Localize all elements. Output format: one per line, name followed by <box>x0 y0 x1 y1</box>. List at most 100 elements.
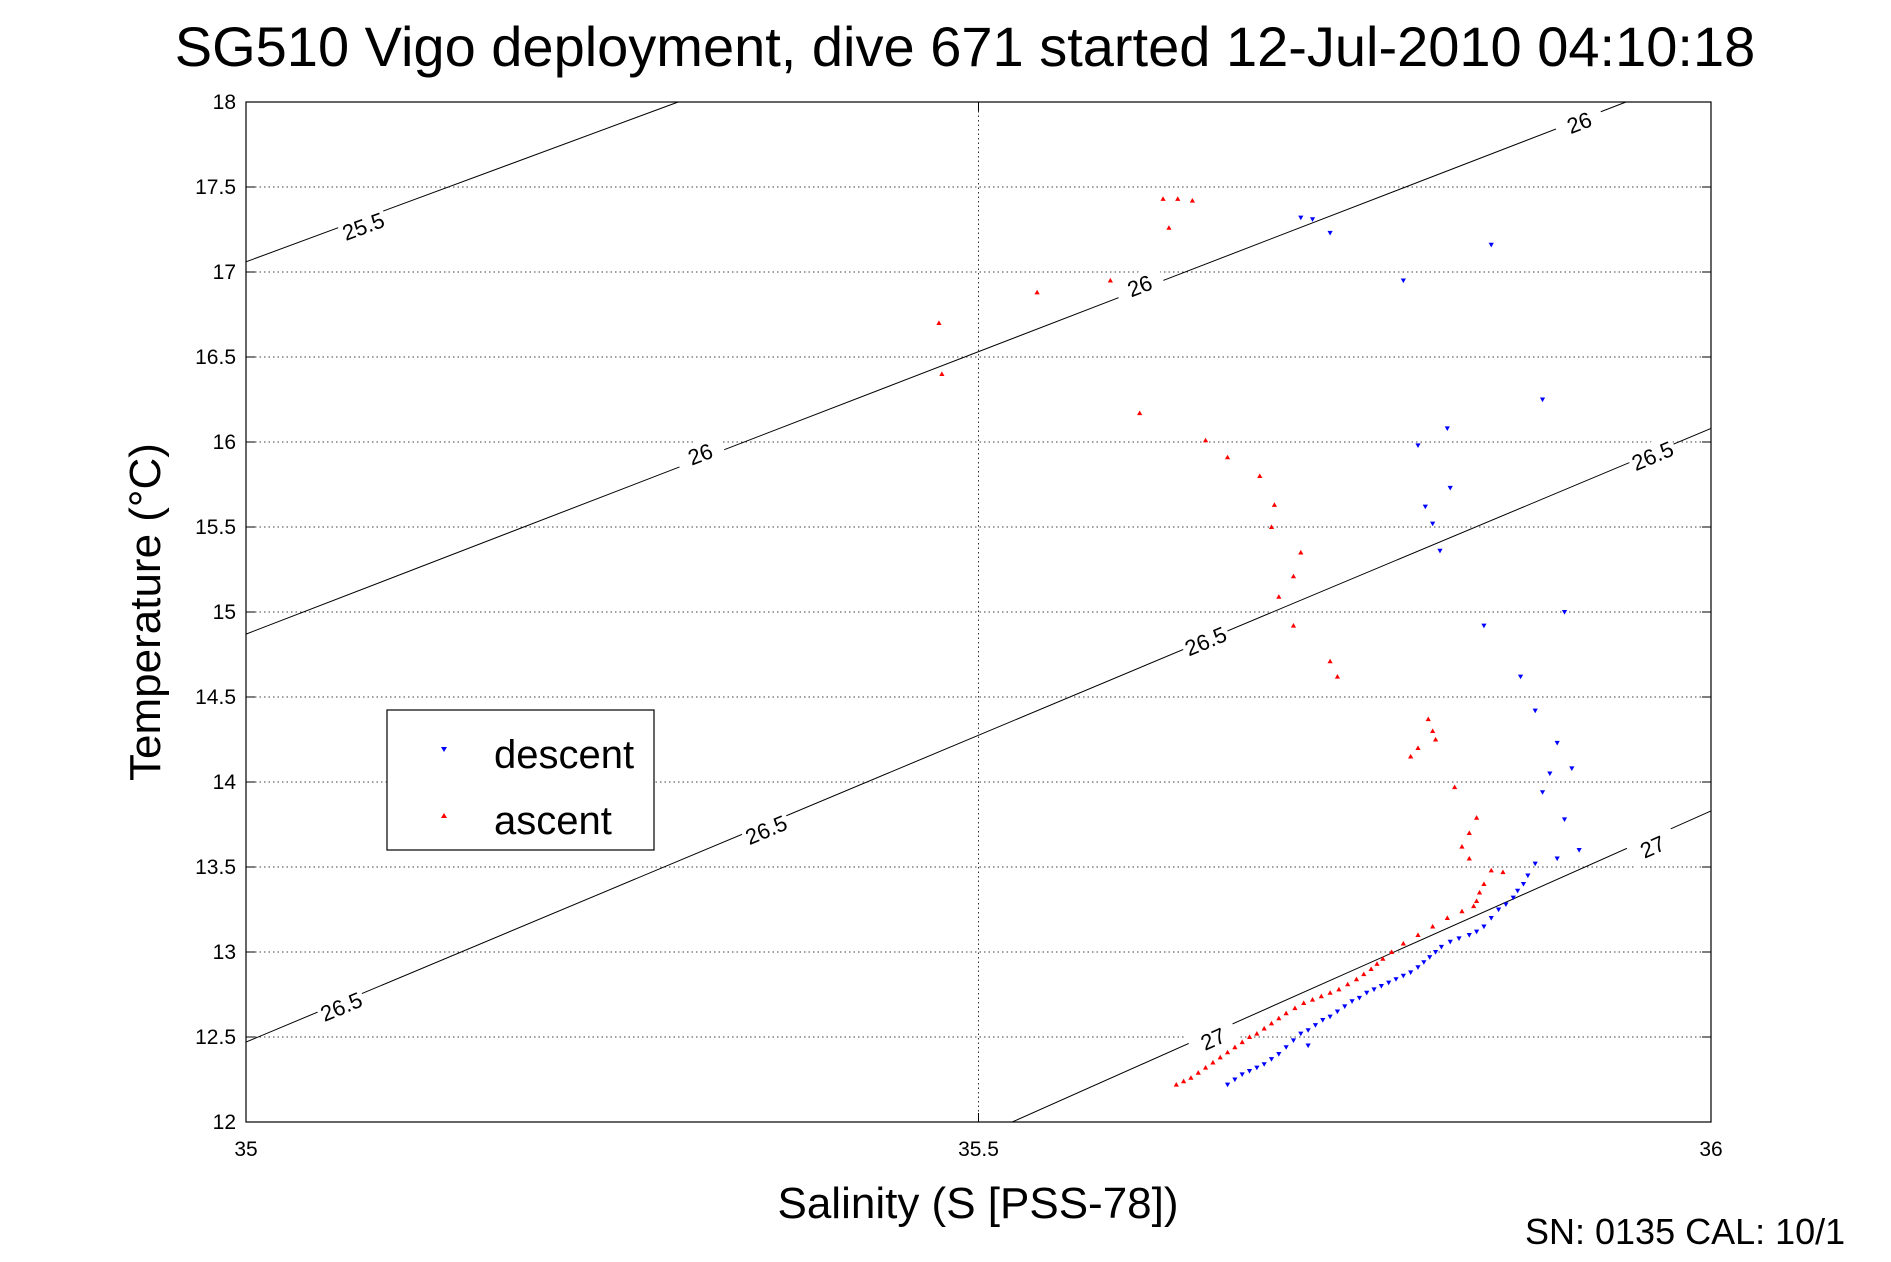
descent-point <box>1532 861 1538 867</box>
descent-point <box>1364 990 1370 996</box>
ascent-point <box>1476 889 1483 895</box>
ascent-point <box>1500 869 1506 875</box>
descent-point <box>1378 984 1384 989</box>
descent-point <box>1408 970 1414 975</box>
descent-point <box>1576 848 1582 853</box>
contour-label-background <box>1112 264 1167 307</box>
ascent-point <box>1188 1075 1194 1080</box>
descent-point <box>1466 933 1472 938</box>
descent-point <box>1488 242 1494 248</box>
descent-point <box>1515 888 1521 894</box>
ascent-point <box>1361 971 1367 977</box>
descent-point <box>1422 504 1428 510</box>
ascent-point <box>1327 658 1333 664</box>
legend-box <box>386 709 655 851</box>
ascent-point <box>1254 1031 1260 1036</box>
descent-point <box>1386 980 1392 986</box>
descent-point <box>1421 960 1427 965</box>
descent-point <box>1481 924 1487 930</box>
y-tick-label: 17 <box>213 261 236 284</box>
ascent-point <box>1471 903 1477 909</box>
x-tick-label: 36 <box>1699 1138 1722 1161</box>
descent-point <box>1561 817 1568 822</box>
descent-point <box>1312 1023 1319 1028</box>
ascent-point <box>1261 1025 1267 1031</box>
descent-point <box>1298 215 1304 221</box>
ascent-point <box>1400 940 1406 946</box>
descent-point <box>1261 1062 1267 1067</box>
contour-label: 26.5 <box>1181 622 1230 662</box>
ascent-point <box>1195 1070 1201 1075</box>
ascent-point <box>1432 736 1439 742</box>
contour-label-background <box>1185 1017 1241 1061</box>
contour-line-26-5 <box>245 427 1712 1043</box>
legend-ascent-label: ascent <box>494 799 612 843</box>
ascent-point <box>1430 923 1436 929</box>
footer-serial-calibration: SN: 0135 CAL: 10/1 <box>1525 1211 1845 1252</box>
ascent-point <box>1327 990 1333 995</box>
descent-point <box>1539 397 1546 403</box>
grid <box>246 102 1711 1122</box>
x-axis-label: Salinity (S [PSS-78]) <box>777 1179 1178 1228</box>
ascent-point <box>1408 753 1414 759</box>
descent-point <box>1427 955 1433 960</box>
descent-point <box>1334 1009 1341 1015</box>
descent-point <box>1327 230 1333 236</box>
ascent-point <box>1459 844 1465 849</box>
descent-point <box>1327 1014 1333 1020</box>
axis-ticks: 12 12.5 13 13.5 14 14.5 15 15.5 16 16.5 17 17.5 18 35… <box>195 91 1723 1161</box>
descent-point <box>1532 708 1538 714</box>
ascent-point <box>1160 196 1166 201</box>
ascent-point <box>1175 196 1181 201</box>
descent-point <box>1438 944 1445 950</box>
ascent-point <box>1466 855 1472 861</box>
y-tick-label: 12 <box>213 1111 236 1134</box>
x-tick-label: 35 <box>234 1138 257 1161</box>
y-tick-label: 13.5 <box>195 856 236 879</box>
y-tick-label: 13 <box>213 941 236 964</box>
y-tick-label: 16.5 <box>195 346 236 369</box>
descent-point <box>1430 521 1436 527</box>
contour-label-background <box>738 808 794 851</box>
descent-point <box>1481 623 1487 629</box>
ascent-point <box>1232 1044 1238 1050</box>
ascent-point <box>939 371 945 376</box>
descent-point <box>1447 485 1453 491</box>
ascent-point <box>1224 1049 1231 1055</box>
ascent-point <box>1430 728 1436 733</box>
ascent-point <box>1298 549 1304 555</box>
descent-point <box>1224 1082 1231 1088</box>
contour-label-background <box>336 205 391 247</box>
descent-point <box>1268 1057 1275 1062</box>
ascent-point <box>1374 961 1380 966</box>
ascent-point <box>1301 1000 1307 1005</box>
ascent-point <box>1474 815 1480 820</box>
contour-label: 26.5 <box>1628 436 1677 476</box>
contour-label: 26.5 <box>317 987 366 1027</box>
ascent-point <box>1459 908 1465 914</box>
ascent-point <box>1452 784 1458 790</box>
descent-point <box>1437 548 1443 554</box>
descent-point <box>1309 217 1316 222</box>
contour-label-background <box>673 433 728 475</box>
descent-point <box>1539 790 1546 795</box>
ascent-point <box>1336 986 1342 992</box>
ascent-point <box>1353 976 1360 982</box>
descent-point <box>1320 1018 1326 1023</box>
descent-point <box>1517 674 1524 680</box>
descent-point <box>1239 1072 1245 1077</box>
ascent-point <box>1224 454 1231 460</box>
y-axis-label: Temperature (°C) <box>121 443 170 781</box>
contour-line-26 <box>245 101 1627 635</box>
descent-point <box>1400 278 1406 284</box>
descent-point <box>1400 973 1406 979</box>
y-tick-label: 16 <box>213 431 236 454</box>
ascent-point <box>936 320 942 325</box>
ascent-point <box>1217 1054 1223 1060</box>
descent-point <box>1393 977 1399 982</box>
ascent-point <box>1481 881 1487 886</box>
descent-point <box>1495 907 1502 913</box>
descent-point <box>1232 1077 1238 1083</box>
legend-ascent-marker <box>441 813 447 818</box>
ascent-point <box>1389 949 1395 954</box>
